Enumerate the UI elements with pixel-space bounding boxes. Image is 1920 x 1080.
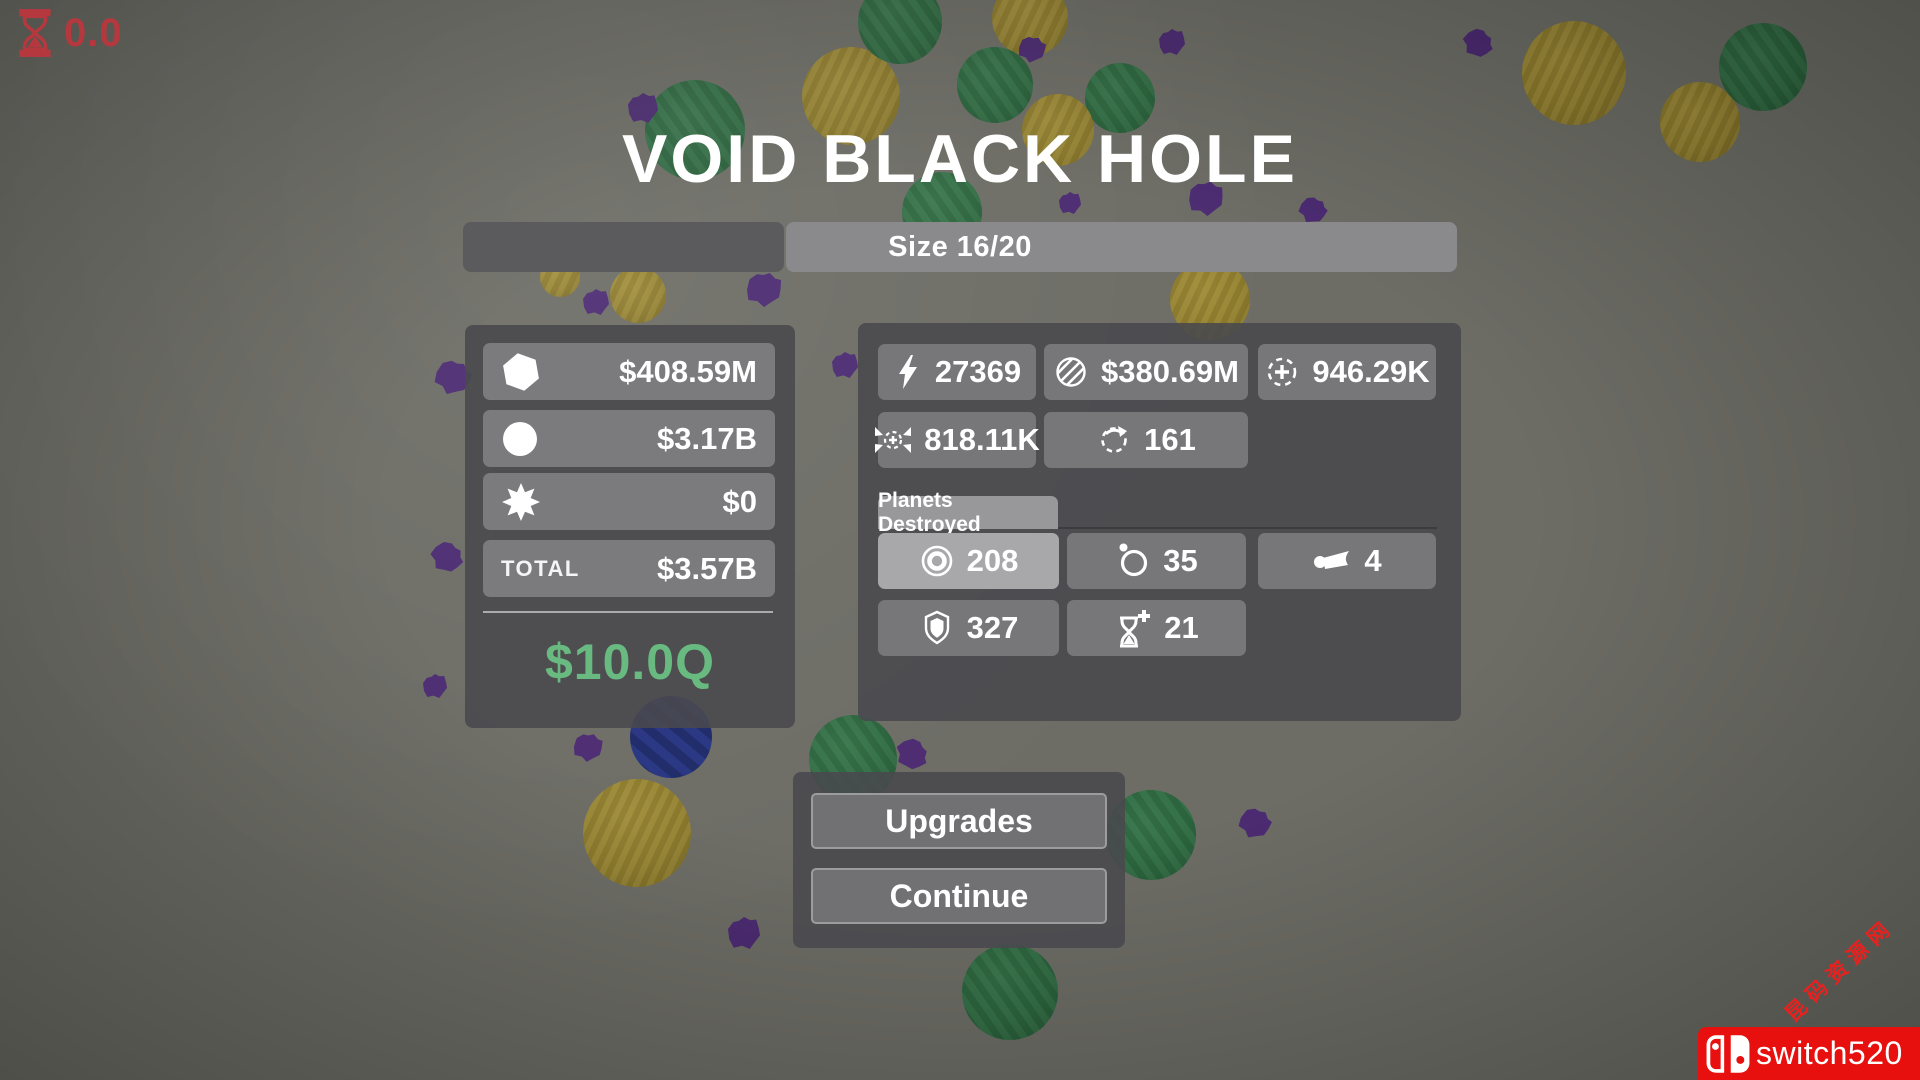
game-title: VOID BLACK HOLE	[622, 121, 1298, 197]
stat-chip-money: $380.69M	[1044, 344, 1248, 400]
planet-ring-icon	[919, 543, 955, 579]
circle-icon	[501, 420, 539, 458]
pd-value: 21	[1164, 610, 1199, 645]
pd-chip-shields[interactable]: 327	[878, 600, 1059, 656]
planets-destroyed-label: Planets Destroyed	[878, 489, 1058, 536]
stat-chip-collect: 946.29K	[1258, 344, 1436, 400]
upgrades-button[interactable]: Upgrades	[811, 793, 1107, 849]
wallet-total-value: $3.57B	[657, 550, 757, 586]
planet	[1022, 94, 1094, 166]
pd-chip-comets[interactable]: 4	[1258, 533, 1436, 589]
pd-chip-time-bonus[interactable]: 21	[1067, 600, 1246, 656]
size-bar-filled-segment	[463, 222, 784, 272]
planet	[583, 779, 691, 887]
wallet-panel: $408.59M $3.17B $0 TOTAL $3.57B $10.0Q	[465, 325, 795, 728]
planet	[957, 47, 1033, 123]
pd-value: 208	[966, 543, 1019, 578]
wallet-value: $408.59M	[619, 353, 757, 389]
wallet-value: $0	[722, 483, 757, 519]
crosshair-plus-icon	[1264, 354, 1300, 390]
hexagon-icon	[501, 352, 541, 392]
stat-value: $380.69M	[1101, 354, 1239, 389]
hourglass-plus-icon	[1114, 608, 1152, 648]
rotate-icon	[1096, 422, 1132, 458]
wallet-row-circle: $3.17B	[483, 410, 775, 467]
watermark-site-name: switch520	[1756, 1035, 1903, 1071]
goal-amount: $10.0Q	[544, 634, 715, 690]
asteroid	[1059, 192, 1081, 214]
hourglass-icon	[16, 8, 54, 58]
wallet-row-total: TOTAL $3.57B	[483, 540, 775, 597]
planet	[610, 267, 666, 323]
shield-icon	[919, 610, 955, 646]
striped-ball-icon	[1053, 354, 1089, 390]
menu-panel: Upgrades Continue	[793, 772, 1125, 948]
converge-icon	[874, 423, 912, 457]
stat-value: 946.29K	[1312, 354, 1430, 389]
size-bar-remaining-segment	[786, 222, 1457, 272]
stat-value: 161	[1144, 422, 1196, 457]
pd-value: 35	[1163, 543, 1198, 578]
stat-chip-energy: 27369	[878, 344, 1036, 400]
orbit-icon	[1115, 542, 1151, 580]
star-icon	[501, 482, 541, 522]
stat-chip-cycles: 161	[1044, 412, 1248, 468]
planets-destroyed-divider	[1058, 527, 1437, 529]
session-timer: 0.0	[16, 8, 123, 58]
planet	[645, 80, 745, 180]
planet	[1719, 23, 1807, 111]
stat-value: 27369	[934, 354, 1022, 389]
wallet-value: $3.17B	[657, 420, 757, 456]
total-label: TOTAL	[501, 555, 580, 581]
stat-chip-absorb: 818.11K	[875, 412, 1040, 468]
pd-value: 327	[966, 610, 1019, 645]
comet-icon	[1312, 546, 1352, 576]
stats-panel: 27369 $380.69M 946.29K	[858, 323, 1461, 721]
switch-logo-icon	[1706, 1032, 1750, 1076]
wallet-row-hexagon: $408.59M	[483, 343, 775, 400]
watermark-banner: switch520	[1698, 1027, 1920, 1080]
size-progress-bar: Size 16/20	[463, 222, 1457, 272]
wallet-divider	[483, 611, 773, 613]
planet	[962, 944, 1058, 1040]
pd-chip-planets[interactable]: 208	[878, 533, 1059, 589]
planet	[1522, 21, 1626, 125]
lightning-icon	[893, 354, 923, 390]
pd-chip-moons[interactable]: 35	[1067, 533, 1246, 589]
planet	[802, 47, 900, 145]
timer-value: 0.0	[64, 10, 123, 55]
pd-value: 4	[1364, 543, 1382, 578]
planet	[1085, 63, 1155, 133]
continue-button[interactable]: Continue	[811, 868, 1107, 924]
wallet-row-star: $0	[483, 473, 775, 530]
stat-value: 818.11K	[924, 422, 1040, 457]
size-bar-label: Size 16/20	[888, 230, 1032, 263]
planet	[1660, 82, 1740, 162]
